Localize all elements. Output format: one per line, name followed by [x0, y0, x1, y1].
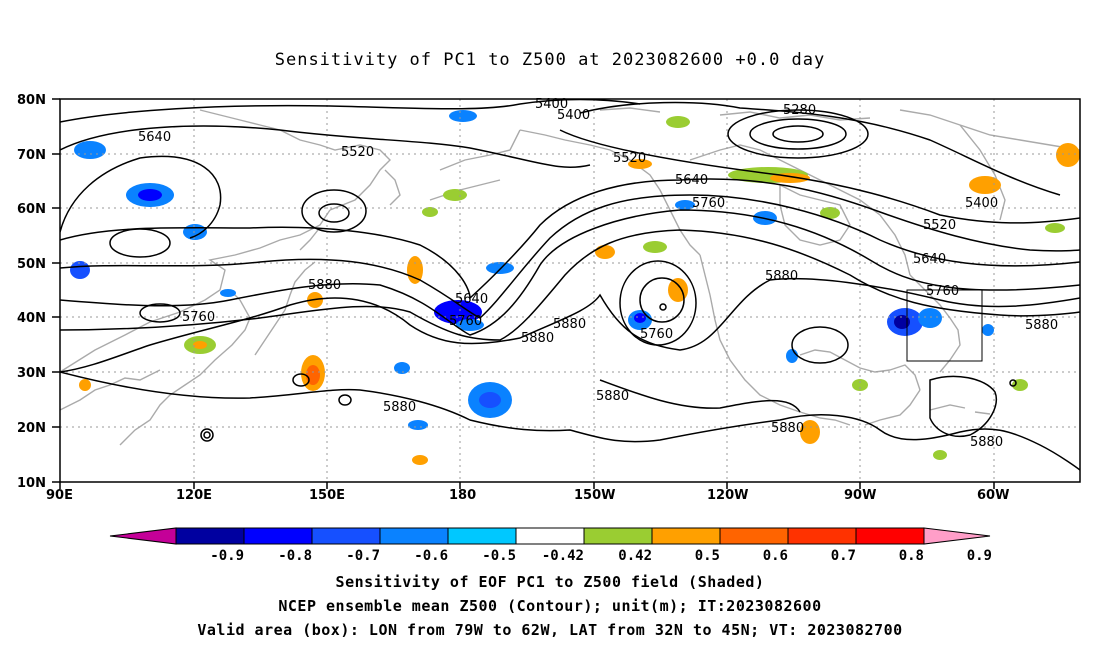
- colorbar-label: -0.5: [482, 548, 516, 564]
- contour-label: 5880: [765, 269, 798, 284]
- map-title: Sensitivity of PC1 to Z500 at 2023082600…: [274, 50, 826, 70]
- lon-label: 120E: [176, 488, 212, 503]
- colorbar-swatch: [243, 527, 313, 545]
- lon-label: 150W: [574, 488, 615, 503]
- lon-label: 60W: [977, 488, 1009, 503]
- contour-label: 5520: [613, 151, 646, 166]
- caption-valid-area: Valid area (box): LON from 79W to 62W, L…: [197, 621, 903, 639]
- contour-label: 5760: [640, 327, 673, 342]
- colorbar-label: 0.42: [618, 548, 652, 564]
- contour-label: 5400: [965, 196, 998, 211]
- contour-label: 5280: [783, 103, 816, 118]
- contour-label: 5640: [455, 292, 488, 307]
- contour-label: 5880: [596, 389, 629, 404]
- lat-label: 80N: [17, 93, 46, 108]
- contour-label: 5520: [923, 218, 956, 233]
- colorbar-swatch: [651, 527, 721, 545]
- lat-label: 20N: [17, 421, 46, 436]
- coastlines: [60, 107, 1080, 446]
- contour-label: 5880: [553, 317, 586, 332]
- z500-contours: [60, 99, 1080, 471]
- contour-label: 5640: [913, 252, 946, 267]
- latitude-labels: 80N 70N 60N 50N 40N 30N 20N 10N: [17, 93, 46, 491]
- colorbar-label: -0.6: [414, 548, 448, 564]
- colorbar-swatch: [515, 527, 585, 545]
- lon-label: 180: [449, 488, 476, 503]
- contour-label: 5880: [383, 400, 416, 415]
- colorbar-label: -0.42: [542, 548, 584, 564]
- contour-label: 5760: [926, 284, 959, 299]
- sensitivity-shading: [70, 110, 1080, 465]
- contour-label: 5640: [675, 173, 708, 188]
- lat-label: 50N: [17, 257, 46, 272]
- colorbar-swatch: [583, 527, 653, 545]
- contour-label: 5880: [771, 421, 804, 436]
- colorbar-min-arrow: [109, 527, 177, 545]
- caption-shaded: Sensitivity of EOF PC1 to Z500 field (Sh…: [335, 573, 765, 591]
- contour-label: 5520: [341, 145, 374, 160]
- contour-label: 5880: [521, 331, 554, 346]
- longitude-labels: 90E 120E 150E 180 150W 120W 90W 60W: [46, 488, 1009, 503]
- colorbar-label: 0.5: [695, 548, 720, 564]
- contour-label: 5760: [449, 314, 482, 329]
- contour-label: 5400: [557, 108, 590, 123]
- colorbar: -0.9 -0.8 -0.7 -0.6 -0.5 -0.42 0.42 0.5 0.6 0.7 0.…: [109, 527, 992, 564]
- contour-label: 5880: [1025, 318, 1058, 333]
- colorbar-label: 0.7: [831, 548, 856, 564]
- contour-label: 5760: [182, 310, 215, 325]
- lat-label: 30N: [17, 366, 46, 381]
- lon-label: 150E: [309, 488, 345, 503]
- contour-label: 5760: [692, 196, 725, 211]
- contour-label-group: 5400 5400 5280 5640 5520 5520 5640 5760 …: [138, 97, 1058, 450]
- lat-label: 70N: [17, 148, 46, 163]
- axis-ticks: [52, 98, 995, 489]
- lon-label: 90E: [46, 488, 73, 503]
- contour-label: 5880: [970, 435, 1003, 450]
- lat-label: 60N: [17, 202, 46, 217]
- colorbar-swatch: [175, 527, 245, 545]
- lat-label: 10N: [17, 476, 46, 491]
- colorbar-swatch: [447, 527, 517, 545]
- colorbar-max-arrow: [923, 527, 991, 545]
- colorbar-swatch: [311, 527, 381, 545]
- colorbar-swatch: [787, 527, 857, 545]
- colorbar-label: -0.7: [346, 548, 380, 564]
- lon-label: 90W: [844, 488, 876, 503]
- valid-area-box: [906, 289, 983, 362]
- colorbar-swatch: [855, 527, 925, 545]
- lat-label: 40N: [17, 311, 46, 326]
- contour-label: 5640: [138, 130, 171, 145]
- colorbar-swatch: [719, 527, 789, 545]
- contour-label: 5400: [535, 97, 568, 112]
- colorbar-label: 0.9: [967, 548, 992, 564]
- caption-contour: NCEP ensemble mean Z500 (Contour); unit(…: [278, 597, 822, 615]
- colorbar-label: -0.9: [210, 548, 244, 564]
- colorbar-swatch: [379, 527, 449, 545]
- colorbar-label: -0.8: [278, 548, 312, 564]
- map-frame: [59, 98, 1081, 483]
- contour-label: 5880: [308, 278, 341, 293]
- lon-label: 120W: [707, 488, 748, 503]
- graticule: [60, 99, 1080, 482]
- colorbar-label: 0.6: [763, 548, 788, 564]
- colorbar-label: 0.8: [899, 548, 924, 564]
